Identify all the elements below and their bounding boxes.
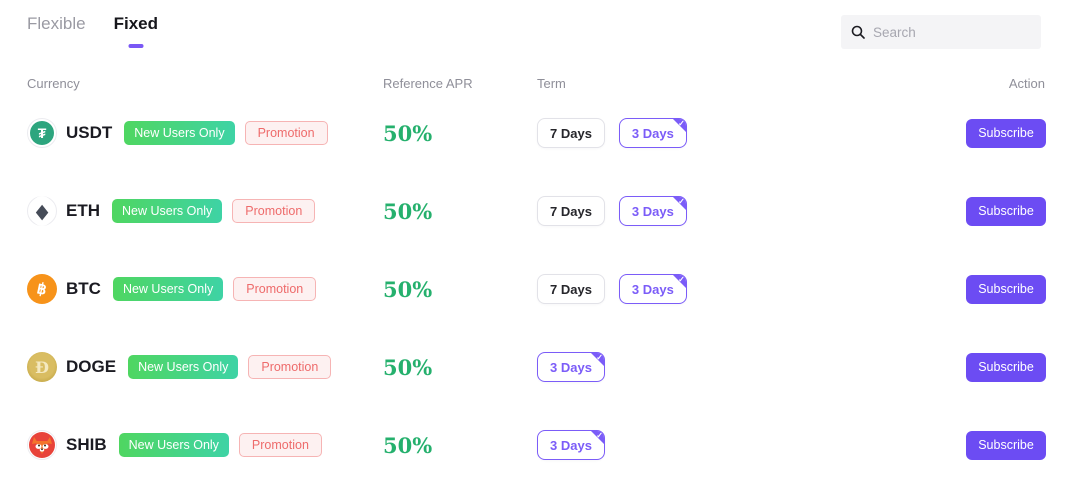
term-cell: 7 Days 3 Days ✓ xyxy=(537,94,687,172)
term-chip-7days[interactable]: 7 Days xyxy=(537,196,605,226)
search-box[interactable] xyxy=(841,15,1041,49)
header-currency: Currency xyxy=(27,76,80,91)
action-cell: Subscribe xyxy=(966,172,1046,250)
promotion-badge: Promotion xyxy=(248,355,332,379)
check-icon: ✓ xyxy=(678,197,685,206)
currency-cell: ฿ BTC New Users Only Promotion xyxy=(27,250,317,328)
apr-value: 50% xyxy=(383,120,433,146)
header-reference-apr: Reference APR xyxy=(383,76,473,91)
action-cell: Subscribe xyxy=(966,250,1046,328)
term-cell: 7 Days 3 Days ✓ xyxy=(537,172,687,250)
term-chip-7days[interactable]: 7 Days xyxy=(537,118,605,148)
selected-corner xyxy=(671,119,686,133)
active-tab-indicator xyxy=(128,44,144,48)
promotion-badge: Promotion xyxy=(244,121,328,145)
new-users-only-badge: New Users Only xyxy=(112,199,223,223)
subscribe-button[interactable]: Subscribe xyxy=(966,352,1046,382)
check-icon: ✓ xyxy=(678,119,685,128)
term-chip-7days[interactable]: 7 Days xyxy=(537,274,605,304)
action-cell: Subscribe xyxy=(966,328,1046,406)
currency-name: DOGE xyxy=(66,357,117,376)
table-header: Currency Reference APR Term Action xyxy=(0,76,1080,92)
check-icon: ✓ xyxy=(596,353,603,362)
term-chip-3days[interactable]: 3 Days ✓ xyxy=(618,118,687,148)
action-cell: Subscribe xyxy=(966,94,1046,172)
selected-corner xyxy=(671,275,686,289)
header-action: Action xyxy=(1008,76,1045,91)
term-chip-label: 3 Days xyxy=(550,359,592,375)
term-chip-label: 3 Days xyxy=(631,281,674,297)
search-icon xyxy=(851,25,865,39)
currency-name: ETH xyxy=(66,201,100,220)
currency-cell: ◆ ETH New Users Only Promotion xyxy=(27,172,316,250)
doge-icon: Ð xyxy=(27,352,57,382)
term-chip-label: 3 Days xyxy=(550,437,592,453)
apr-value: 50% xyxy=(383,276,433,302)
table-row-doge: Ð DOGE New Users Only Promotion 50% 3 Da… xyxy=(0,328,1080,406)
tab-flexible[interactable]: Flexible xyxy=(27,14,86,33)
term-chip-3days[interactable]: 3 Days ✓ xyxy=(618,196,687,226)
subscribe-button[interactable]: Subscribe xyxy=(966,118,1046,148)
term-chip-label: 3 Days xyxy=(631,203,674,219)
product-tabs: Flexible Fixed xyxy=(27,14,158,48)
check-icon: ✓ xyxy=(596,431,603,440)
promotion-badge: Promotion xyxy=(233,277,317,301)
subscribe-button[interactable]: Subscribe xyxy=(966,196,1046,226)
btc-icon: ฿ xyxy=(27,274,57,304)
usdt-icon: ₮ xyxy=(27,118,57,148)
apr-value: 50% xyxy=(383,432,433,458)
shib-icon xyxy=(27,430,57,460)
currency-name: BTC xyxy=(66,279,101,298)
promotion-badge: Promotion xyxy=(238,433,322,457)
subscribe-button[interactable]: Subscribe xyxy=(966,274,1046,304)
eth-icon: ◆ xyxy=(27,196,57,226)
table-row-usdt: ₮ USDT New Users Only Promotion 50% 7 Da… xyxy=(0,94,1080,172)
selected-corner xyxy=(671,197,686,211)
currency-name: SHIB xyxy=(66,435,107,454)
table-row-btc: ฿ BTC New Users Only Promotion 50% 7 Day… xyxy=(0,250,1080,328)
apr-value: 50% xyxy=(383,198,433,224)
table-body: ₮ USDT New Users Only Promotion 50% 7 Da… xyxy=(0,94,1080,483)
tab-fixed[interactable]: Fixed xyxy=(114,14,158,48)
table-row-shib: SHIB New Users Only Promotion 50% 3 Days… xyxy=(0,406,1080,483)
new-users-only-badge: New Users Only xyxy=(112,277,224,301)
selected-corner xyxy=(589,353,604,367)
subscribe-button[interactable]: Subscribe xyxy=(966,430,1046,460)
table-row-eth: ◆ ETH New Users Only Promotion 50% 7 Day… xyxy=(0,172,1080,250)
check-icon: ✓ xyxy=(678,275,685,284)
selected-corner xyxy=(589,431,604,445)
term-cell: 3 Days ✓ xyxy=(537,406,605,483)
term-chip-3days[interactable]: 3 Days ✓ xyxy=(618,274,687,304)
currency-name: USDT xyxy=(66,123,113,142)
new-users-only-badge: New Users Only xyxy=(118,433,229,457)
term-chip-label: 3 Days xyxy=(631,125,674,141)
new-users-only-badge: New Users Only xyxy=(128,355,239,379)
term-cell: 7 Days 3 Days ✓ xyxy=(537,250,687,328)
promotion-badge: Promotion xyxy=(232,199,316,223)
new-users-only-badge: New Users Only xyxy=(124,121,235,145)
currency-cell: SHIB New Users Only Promotion xyxy=(27,406,322,483)
term-chip-3days[interactable]: 3 Days ✓ xyxy=(537,430,605,460)
currency-cell: ₮ USDT New Users Only Promotion xyxy=(27,94,328,172)
tab-fixed-label: Fixed xyxy=(113,14,158,33)
term-chip-3days[interactable]: 3 Days ✓ xyxy=(537,352,605,382)
term-cell: 3 Days ✓ xyxy=(537,328,605,406)
header-term: Term xyxy=(537,76,566,91)
action-cell: Subscribe xyxy=(966,406,1046,483)
search-input[interactable] xyxy=(873,24,1031,40)
apr-value: 50% xyxy=(383,354,433,380)
currency-cell: Ð DOGE New Users Only Promotion xyxy=(27,328,332,406)
